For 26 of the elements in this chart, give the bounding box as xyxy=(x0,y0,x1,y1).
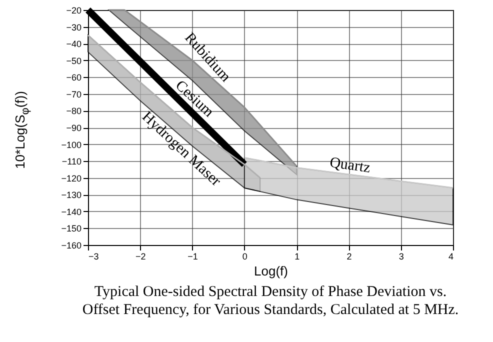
y-tick-label: −120 xyxy=(61,173,82,184)
y-tick-label: −150 xyxy=(61,224,82,234)
text: Quartz xyxy=(328,154,372,176)
y-tick-label: −70 xyxy=(66,89,82,100)
y-tick-label: −60 xyxy=(66,72,82,83)
y-tick-label: −80 xyxy=(66,106,82,116)
x-tick-label: 1 xyxy=(294,252,300,262)
x-tick-label: 2 xyxy=(346,252,352,262)
x-tick-label: 3 xyxy=(398,252,404,262)
x-tick-label: 0 xyxy=(242,252,248,262)
y-tick-label: −50 xyxy=(66,56,82,66)
x-tick-label: 4 xyxy=(448,252,454,262)
x-tick-label: −2 xyxy=(136,252,146,262)
y-tick-label: −130 xyxy=(61,190,82,200)
x-tick-label: −1 xyxy=(188,252,198,262)
y-tick-label: −110 xyxy=(62,156,82,167)
x-axis-title: Log(f) xyxy=(254,264,288,278)
y-tick-label: −40 xyxy=(66,39,82,50)
y-tick-label: −90 xyxy=(66,123,82,133)
y-tick-label: −160 xyxy=(61,240,82,250)
y-tick-label: −20 xyxy=(66,6,82,16)
y-tick-label: −100 xyxy=(61,140,82,150)
y-tick-label: −140 xyxy=(61,206,82,217)
x-tick-label: −3 xyxy=(88,252,99,262)
y-tick-label: −30 xyxy=(66,22,82,32)
text: Typical One-sided Spectral Density of Phase Deviation vs. Offset Frequency, for Various Standards, Calculated at 5 MHz. xyxy=(82,284,459,318)
